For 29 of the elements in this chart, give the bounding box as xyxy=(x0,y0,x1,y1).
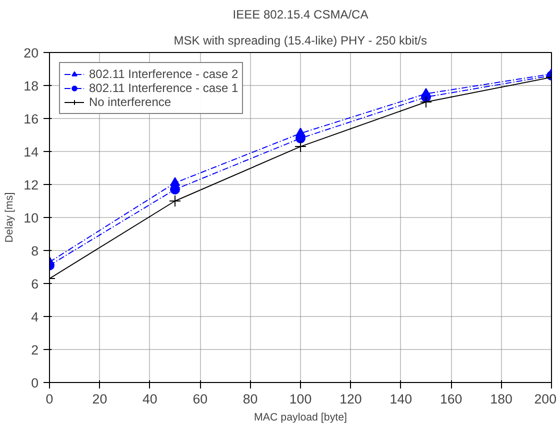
x-tick-label: 120 xyxy=(340,392,362,406)
y-tick-label: 4 xyxy=(31,310,40,324)
y-tick-label: 18 xyxy=(24,78,39,94)
y-axis-title: Delay [ms] xyxy=(4,192,16,243)
y-tick-label: 20 xyxy=(24,46,39,60)
y-tick-label: 6 xyxy=(31,276,39,292)
y-tick-label: 2 xyxy=(31,342,39,358)
chart-subtitle: MSK with spreading (15.4-like) PHY - 250 kbit/s xyxy=(174,34,427,48)
x-axis-title: MAC payload [byte] xyxy=(254,412,348,424)
x-tick-label: 0 xyxy=(46,392,54,406)
y-tick-label: 14 xyxy=(24,144,40,160)
x-tick-label: 160 xyxy=(440,392,462,406)
x-tick-label: 60 xyxy=(192,392,208,406)
x-tick-label: 20 xyxy=(92,392,108,406)
y-tick-label: 8 xyxy=(31,244,39,258)
y-tick-label: 16 xyxy=(24,112,39,126)
legend-label: 802.11 Interference - case 1 xyxy=(89,81,238,95)
legend-label: No interference xyxy=(89,95,172,109)
x-tick-label: 80 xyxy=(242,392,258,406)
chart-title: IEEE 802.15.4 CSMA/CA xyxy=(232,8,368,22)
x-tick-label: 140 xyxy=(390,392,412,406)
x-tick-label: 100 xyxy=(289,392,312,406)
y-tick-label: 12 xyxy=(24,178,39,192)
legend-label: 802.11 Interference - case 2 xyxy=(89,67,238,81)
y-tick-label: 10 xyxy=(24,210,39,226)
x-tick-label: 180 xyxy=(490,392,512,406)
x-tick-label: 200 xyxy=(534,392,557,406)
x-tick-label: 40 xyxy=(142,392,158,406)
y-tick-label: 0 xyxy=(31,376,39,390)
